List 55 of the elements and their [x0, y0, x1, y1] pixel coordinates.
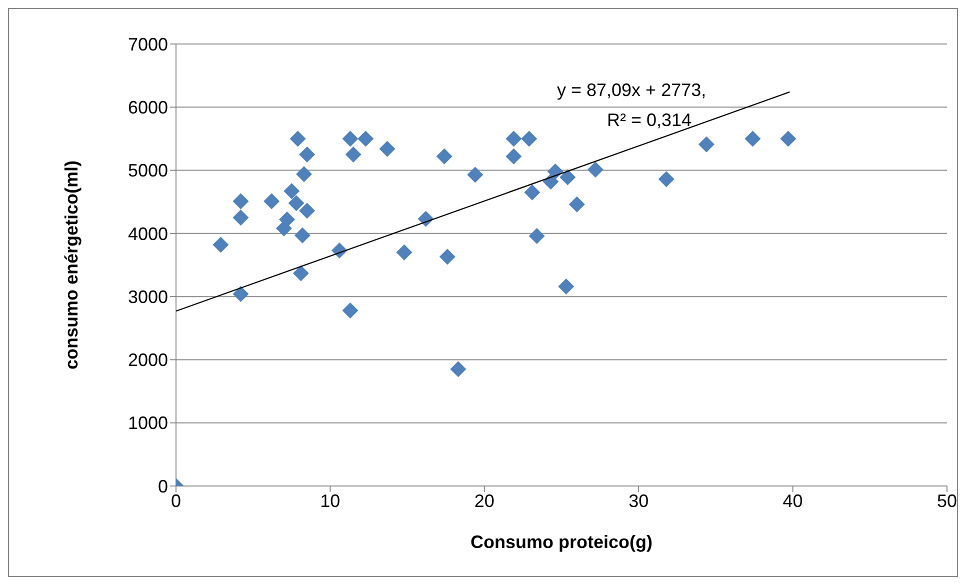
- point: [299, 202, 316, 219]
- y-tick-label: 3000: [128, 286, 168, 307]
- point: [450, 361, 466, 378]
- point: [698, 136, 714, 152]
- point: [467, 166, 484, 183]
- y-axis-title: consumo enérgetico(ml): [61, 160, 82, 370]
- point: [379, 140, 396, 157]
- point: [299, 146, 316, 162]
- point: [744, 130, 761, 147]
- x-axis-title: Consumo proteico(g): [470, 532, 652, 552]
- point: [568, 196, 585, 212]
- x-tick-label: 20: [474, 490, 494, 511]
- y-tick-label: 5000: [128, 160, 168, 181]
- point: [232, 210, 249, 226]
- point: [345, 146, 362, 162]
- point: [521, 130, 538, 147]
- y-tick-label: 0: [158, 476, 168, 496]
- annotation: y = 87,09x + 2773,: [557, 80, 706, 100]
- point: [212, 236, 229, 253]
- point: [396, 244, 412, 260]
- point: [658, 171, 674, 188]
- point: [524, 184, 540, 200]
- x-tick-label: 50: [936, 490, 958, 511]
- x-tick-label: 0: [170, 490, 182, 511]
- y-tick-label: 7000: [128, 34, 168, 54]
- x-tick-label: 40: [782, 490, 803, 511]
- y-tick-label: 4000: [128, 224, 168, 244]
- point: [780, 130, 796, 147]
- point: [506, 148, 522, 164]
- point: [547, 164, 564, 180]
- point: [506, 130, 522, 147]
- point: [342, 302, 358, 318]
- point: [288, 195, 304, 212]
- y-tick-label: 6000: [128, 98, 168, 118]
- point: [358, 130, 374, 147]
- point: [436, 148, 452, 164]
- annotation: R² = 0,314: [607, 110, 692, 130]
- point: [587, 162, 604, 178]
- point: [439, 248, 456, 265]
- point: [290, 130, 306, 147]
- point: [560, 169, 576, 186]
- point: [264, 193, 280, 210]
- x-tick-label: 30: [628, 490, 649, 511]
- point: [296, 166, 312, 182]
- point: [342, 130, 358, 147]
- point: [294, 227, 310, 244]
- point: [232, 286, 249, 302]
- y-tick-label: 2000: [128, 350, 168, 370]
- y-tick-label: 1000: [128, 413, 168, 434]
- point: [232, 193, 249, 210]
- point: [284, 183, 300, 200]
- point: [558, 278, 574, 294]
- x-tick-label: 10: [320, 490, 340, 511]
- point: [292, 265, 309, 282]
- point: [528, 228, 545, 244]
